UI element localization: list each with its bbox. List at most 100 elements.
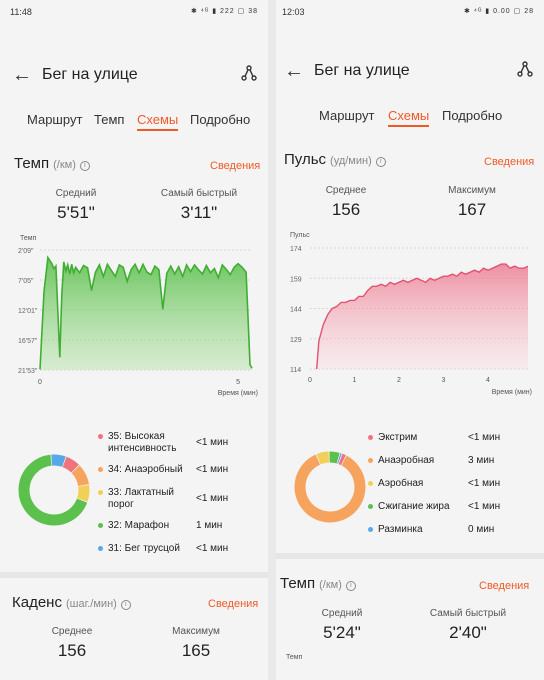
pace-section-title: Темп (/км) i — [14, 155, 90, 172]
hr-max-value: 167 — [457, 200, 487, 219]
zone-dot — [98, 523, 103, 528]
y-axis-label: Темп — [20, 235, 37, 242]
tab-details[interactable]: Подробно — [190, 112, 251, 127]
pace-avg-value: 5'24" — [323, 623, 361, 642]
pace-best-value: 3'11" — [180, 203, 218, 222]
zone-duration: <1 мин — [468, 501, 501, 512]
info-icon[interactable]: i — [345, 581, 356, 591]
cadence-avg-value: 156 — [57, 641, 87, 660]
pace-best-value: 2'40" — [449, 623, 487, 642]
zone-dot — [368, 481, 373, 486]
y-tick-label: 144 — [290, 307, 302, 314]
pace-series-line — [39, 255, 253, 370]
left-screen: 11:48 ✱ ⁴ᴳ ▮ 222 ▢ 38 ← Бег на улице Мар… — [0, 0, 268, 680]
zone-duration: <1 мин — [196, 464, 229, 475]
cadence-avg-label: Среднее — [51, 626, 93, 637]
status-time: 11:48 — [10, 7, 32, 17]
pace-chart: Темп 2'09" 7'05" 12'01" 16'57" 21'53"0 5 Время … — [18, 235, 258, 397]
info-icon[interactable]: i — [120, 600, 131, 610]
donut-slice — [18, 454, 88, 526]
cadence-details-link[interactable]: Сведения — [208, 598, 259, 610]
status-bar: 12:03 ✱ ⁴ᴳ ▮ 0.00 ▢ 28 — [276, 0, 544, 24]
zone-duration: <1 мин — [468, 432, 501, 443]
hr-zone-legend: Экстрим <1 мин Анаэробная 3 мин Аэробная… — [368, 432, 544, 542]
hr-avg-value: 156 — [331, 200, 361, 219]
donut-slice — [338, 453, 346, 466]
section-divider — [0, 572, 268, 578]
zone-dot — [368, 504, 373, 509]
tab-pace[interactable]: Темп — [94, 112, 125, 127]
pace-chart-ylabel: Темп — [286, 654, 303, 661]
share-icon[interactable] — [240, 64, 258, 82]
hr-series-line — [316, 263, 529, 370]
donut-slice — [294, 454, 366, 523]
hr-area — [316, 264, 528, 369]
pace-avg-label: Средний — [321, 608, 363, 619]
tab-route[interactable]: Маршрут — [27, 112, 83, 127]
pace-details-link[interactable]: Сведения — [210, 160, 261, 172]
status-time: 12:03 — [282, 7, 305, 17]
donut-slice — [51, 454, 66, 467]
pace-title: Темп — [14, 155, 50, 172]
pace-best-label: Самый быстрый — [429, 608, 507, 619]
section-divider — [276, 553, 544, 559]
zone-duration: 0 мин — [468, 524, 495, 535]
zone-duration: 3 мин — [468, 455, 495, 466]
tab-charts[interactable]: Схемы — [388, 108, 430, 127]
zone-name-line2: интенсивность — [108, 443, 177, 454]
pace-section-title: Темп (/км) i — [280, 575, 356, 592]
zone-duration: <1 мин — [196, 493, 229, 504]
x-axis-label: Время (мин) — [218, 390, 258, 397]
zone-dot — [98, 434, 103, 439]
cadence-section-title: Каденс (шаг./мин) i — [12, 594, 131, 611]
y-tick-label: 12'01" — [18, 308, 38, 315]
y-tick-label: 129 — [290, 337, 302, 344]
zone-name: Аэробная — [378, 478, 424, 489]
tab-route[interactable]: Маршрут — [319, 108, 375, 123]
donut-slice — [71, 465, 90, 487]
tab-charts[interactable]: Схемы — [137, 112, 179, 131]
back-arrow-icon[interactable]: ← — [284, 60, 304, 82]
share-icon[interactable] — [516, 60, 534, 78]
zone-name: 35: Высокая интенсивность — [108, 431, 176, 455]
pace-area — [40, 257, 252, 370]
x-tick-label: 3 — [442, 377, 446, 384]
pace-unit: (/км) — [319, 579, 342, 591]
zone-name-line1: 35: Высокая — [108, 431, 165, 442]
hr-avg-label: Среднее — [325, 185, 367, 196]
pace-unit: (/км) — [53, 159, 76, 171]
x-tick-label: 0 — [308, 377, 312, 384]
zone-duration: <1 мин — [468, 478, 501, 489]
tab-details[interactable]: Подробно — [442, 108, 503, 123]
back-arrow-icon[interactable]: ← — [12, 64, 32, 86]
page-title: Бег на улице — [42, 66, 138, 83]
x-axis-label: Время (мин) — [492, 389, 532, 396]
y-tick-label: 7'05" — [18, 278, 34, 285]
pace-zone-legend: 35: Высокая интенсивность <1 мин 34: Анаэ… — [98, 431, 268, 561]
donut-slice — [62, 456, 79, 473]
zone-dot — [98, 467, 103, 472]
y-tick-label: 16'57" — [18, 338, 38, 345]
x-tick-label: 2 — [397, 377, 401, 384]
info-icon[interactable]: i — [375, 157, 386, 167]
hr-details-link[interactable]: Сведения — [484, 156, 535, 168]
x-tick-label: 1 — [353, 377, 357, 384]
hr-title: Пульс — [284, 151, 327, 168]
cadence-title: Каденс — [12, 594, 62, 611]
hr-section-title: Пульс (уд/мин) i — [284, 151, 386, 168]
pace-avg-value: 5'51" — [57, 203, 95, 222]
page-title: Бег на улице — [314, 62, 410, 79]
pace-zone-donut — [18, 454, 90, 526]
pace-details-link[interactable]: Сведения — [479, 580, 530, 592]
zone-duration: <1 мин — [196, 543, 229, 554]
donut-slice — [329, 451, 340, 464]
zone-name: 31: Бег трусцой — [108, 543, 180, 554]
zone-name: 32: Марафон — [108, 520, 170, 531]
status-bar: 11:48 ✱ ⁴ᴳ ▮ 222 ▢ 38 — [0, 0, 268, 24]
zone-name-line2: порог — [108, 499, 134, 510]
info-icon[interactable]: i — [79, 161, 90, 171]
x-tick-label: 0 — [38, 379, 42, 386]
zone-dot — [368, 435, 373, 440]
right-screen: 12:03 ✱ ⁴ᴳ ▮ 0.00 ▢ 28 ← Бег на улице Ма… — [276, 0, 544, 680]
